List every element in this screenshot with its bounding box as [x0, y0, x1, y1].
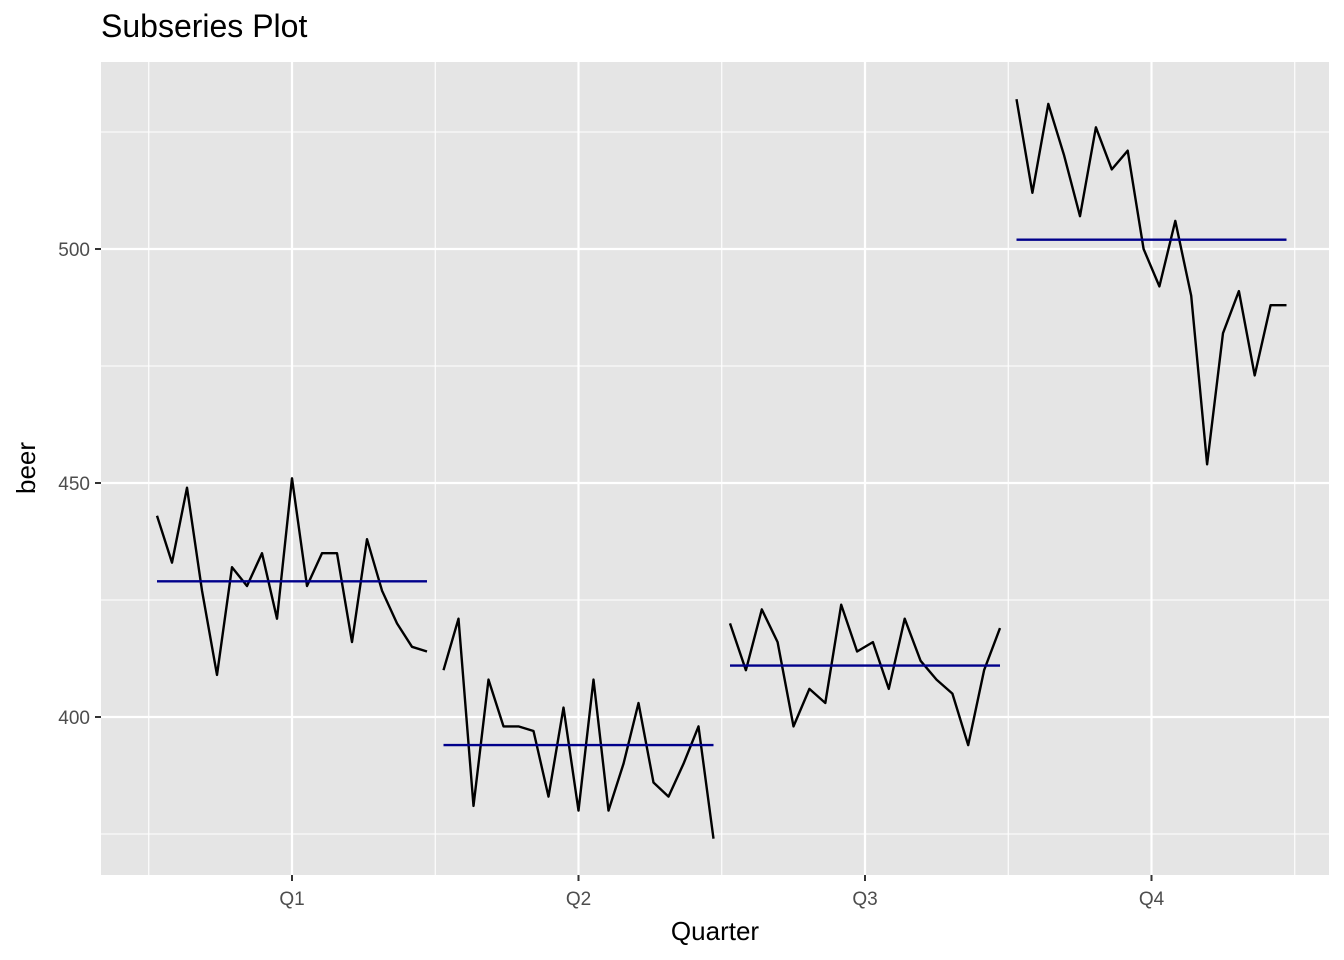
- x-tick-label: Q4: [1139, 889, 1165, 910]
- series-line-q4: [1015, 98, 1287, 466]
- x-axis: Q1 Q2 Q3 Q4: [279, 875, 1165, 910]
- series-line-q2: [442, 617, 715, 839]
- mean-lines: [157, 238, 1287, 747]
- x-tick-label: Q2: [566, 889, 591, 910]
- chart-title: Subseries Plot: [101, 8, 308, 44]
- y-axis-title: beer: [11, 442, 41, 494]
- series-line-q1: [155, 477, 428, 677]
- y-axis: 400 450 500: [58, 240, 101, 729]
- x-tick-label: Q3: [852, 889, 877, 910]
- minor-gridlines: [101, 62, 1329, 875]
- y-tick-label: 450: [58, 474, 90, 495]
- y-tick-label: 400: [58, 708, 90, 729]
- series-lines: [155, 98, 1287, 839]
- x-tick-label: Q1: [279, 889, 304, 910]
- x-axis-title: Quarter: [671, 916, 759, 946]
- plot-panel: [101, 62, 1329, 875]
- series-line-q3: [728, 603, 1002, 747]
- major-gridlines: [101, 62, 1329, 875]
- y-tick-label: 500: [58, 240, 90, 261]
